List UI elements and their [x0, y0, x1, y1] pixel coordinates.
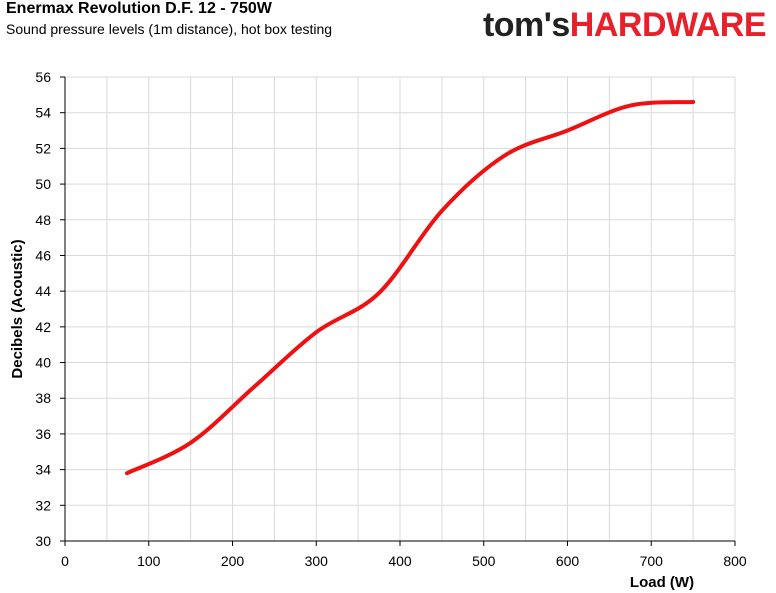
series-line	[125, 100, 696, 476]
y-tick-label: 54	[35, 105, 51, 121]
y-tick-label: 42	[35, 319, 51, 335]
chart-subtitle: Sound pressure levels (1m distance), hot…	[6, 21, 333, 37]
y-tick-label: 48	[35, 212, 51, 228]
logo-text-hardware: HARDWARE	[569, 6, 767, 44]
y-tick-label: 52	[35, 140, 51, 156]
tick-labels: 30 32 34 36 38 40 42 44 46 48 50 52 54 56 0 100 200 300 40…	[35, 69, 746, 569]
grid-lines	[64, 76, 736, 542]
y-tick-label: 30	[35, 533, 51, 549]
x-tick-label: 300	[305, 553, 329, 569]
y-tick-label: 34	[35, 462, 51, 478]
axes	[60, 76, 736, 546]
x-tick-label: 500	[472, 553, 496, 569]
y-tick-label: 50	[35, 176, 51, 192]
y-axis-title: Decibels (Acoustic)	[9, 239, 26, 378]
y-tick-label: 38	[35, 390, 51, 406]
y-tick-label: 32	[35, 497, 51, 513]
series-lines	[125, 100, 696, 476]
x-tick-label: 400	[388, 553, 412, 569]
x-tick-label: 200	[221, 553, 245, 569]
x-tick-label: 600	[556, 553, 580, 569]
y-tick-label: 46	[35, 247, 51, 263]
y-tick-label: 44	[35, 283, 51, 299]
chart-title: Enermax Revolution D.F. 12 - 750W	[6, 0, 272, 17]
y-tick-label: 40	[35, 355, 51, 371]
x-tick-label: 0	[61, 553, 69, 569]
toms-hardware-logo: tom'sHARDWARE	[482, 6, 767, 45]
y-tick-label: 56	[35, 69, 51, 85]
x-tick-label: 700	[640, 553, 664, 569]
logo-text-toms: tom's	[482, 6, 570, 44]
x-tick-label: 800	[723, 553, 747, 569]
x-tick-label: 100	[137, 553, 161, 569]
x-axis-title: Load (W)	[630, 574, 694, 591]
y-tick-label: 36	[35, 426, 51, 442]
